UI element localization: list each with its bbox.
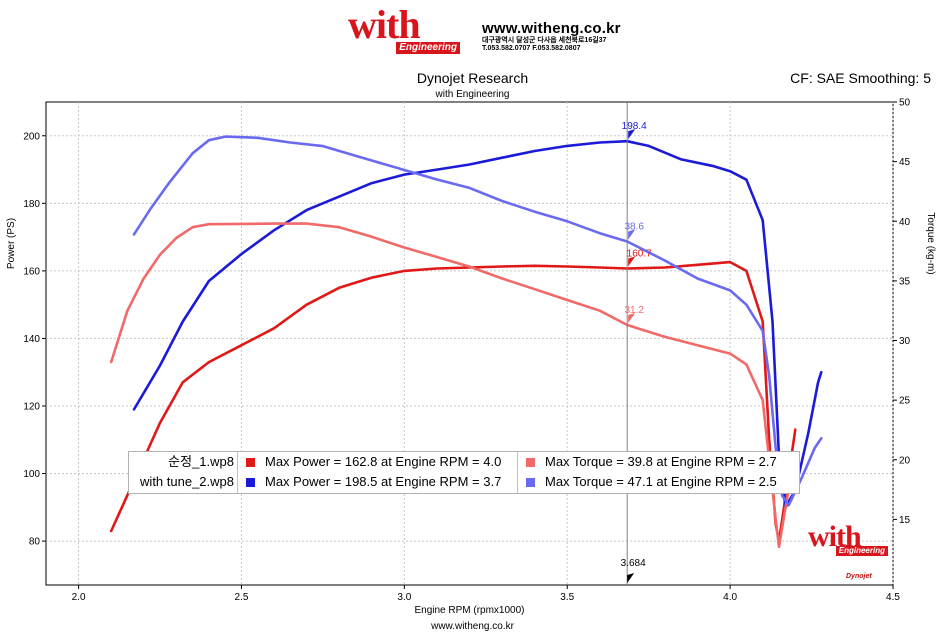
x-tick-label: 2.5 — [235, 592, 249, 603]
x-ticks: 2.0 2.5 3.0 3.5 4.0 4.5 — [72, 585, 900, 603]
x-tick-label: 3.0 — [397, 592, 411, 603]
watermark-sub: Engineering — [835, 546, 888, 556]
y2-tick-label: 35 — [899, 276, 911, 287]
legend: 순정_1.wp8 Max Power = 162.8 at Engine RPM… — [128, 451, 800, 494]
x-tick-label: 4.5 — [886, 592, 900, 603]
logo-word: with — [348, 2, 421, 47]
y-tick-label: 140 — [23, 334, 40, 345]
series-stock_torque — [109, 222, 797, 549]
y-ticks: 80 100 120 140 160 180 200 — [23, 131, 46, 548]
dynojet-badge: Dynojet — [846, 573, 872, 580]
legend-swatch-tune-torque — [526, 478, 535, 487]
x-tick-label: 4.0 — [723, 592, 737, 603]
cursor-marker — [627, 573, 635, 583]
y2-tick-label: 40 — [899, 217, 911, 228]
y2-tick-label: 45 — [899, 157, 911, 168]
legend-power: Max Power = 198.5 at Engine RPM = 3.7 — [265, 474, 502, 489]
plot-frame — [45, 101, 894, 586]
legend-row: with tune_2.wp8 Max Power = 198.5 at Eng… — [129, 472, 799, 492]
y-axis-label: Power (PS) — [6, 218, 17, 269]
value-label-tune_torque: 38.6 — [624, 222, 644, 233]
value-marker-tune_power — [628, 129, 636, 140]
x-axis-label: Engine RPM (rpmx1000) — [414, 605, 524, 616]
x-tick-label: 2.0 — [72, 592, 86, 603]
value-marker-stock_torque — [628, 313, 636, 324]
y2-tick-label: 25 — [899, 396, 911, 407]
y2-tick-label: 15 — [899, 515, 911, 526]
grid — [46, 102, 894, 585]
header-url: www.witheng.co.kr — [482, 20, 621, 37]
legend-torque: Max Torque = 47.1 at Engine RPM = 2.5 — [545, 474, 777, 489]
logo-sub: Engineering — [396, 42, 460, 54]
legend-separator — [517, 452, 518, 493]
chart-subtitle: with Engineering — [435, 89, 510, 100]
legend-torque: Max Torque = 39.8 at Engine RPM = 2.7 — [545, 454, 777, 469]
chart-title: Dynojet Research — [416, 70, 529, 86]
y2-ticks: 15 20 25 30 35 40 45 50 — [893, 98, 911, 526]
series-tune_torque — [132, 135, 823, 507]
legend-separator — [237, 452, 238, 493]
header-phone: T.053.582.0707 F.053.582.0807 — [482, 45, 581, 52]
header-logo: with Engineering — [348, 2, 460, 54]
y2-tick-label: 50 — [899, 98, 911, 109]
y-tick-label: 180 — [23, 199, 40, 210]
watermark-logo: with Engineering — [808, 522, 888, 560]
annotations: 160.7 198.4 31.2 38.6 — [622, 121, 652, 583]
contact-block: www.witheng.co.kr 대구광역시 달성군 다사읍 세천북로16길3… — [482, 20, 621, 53]
y-tick-label: 120 — [23, 401, 40, 412]
x-tick-label: 3.5 — [560, 592, 574, 603]
y2-tick-label: 20 — [899, 455, 911, 466]
value-label-stock_torque: 31.2 — [624, 305, 644, 316]
y-tick-label: 160 — [23, 266, 40, 277]
y-tick-label: 80 — [29, 537, 41, 548]
y2-axis-label: Torque (kg-m) — [925, 212, 936, 274]
legend-swatch-tune-power — [246, 478, 255, 487]
value-marker-stock_power — [628, 256, 636, 267]
y2-tick-label: 30 — [899, 336, 911, 347]
y-tick-label: 200 — [23, 131, 40, 142]
header-address: 대구광역시 달성군 다사읍 세천북로16길37 — [482, 37, 607, 44]
legend-power: Max Power = 162.8 at Engine RPM = 4.0 — [265, 454, 502, 469]
value-marker-tune_torque — [628, 229, 636, 240]
series-stock_power — [109, 260, 797, 543]
value-label-stock_power: 160.7 — [627, 249, 652, 260]
legend-file: 순정_1.wp8 — [168, 454, 234, 469]
cf-label: CF: SAE Smoothing: 5 — [790, 70, 931, 86]
y-tick-label: 100 — [23, 469, 40, 480]
legend-file: with tune_2.wp8 — [140, 474, 234, 489]
footer-url: www.witheng.co.kr — [431, 621, 514, 632]
legend-swatch-stock-torque — [526, 458, 535, 467]
legend-swatch-stock-power — [246, 458, 255, 467]
value-label-tune_power: 198.4 — [622, 121, 647, 132]
legend-row: 순정_1.wp8 Max Power = 162.8 at Engine RPM… — [129, 452, 799, 472]
cursor-label: 3.684 — [621, 558, 646, 569]
